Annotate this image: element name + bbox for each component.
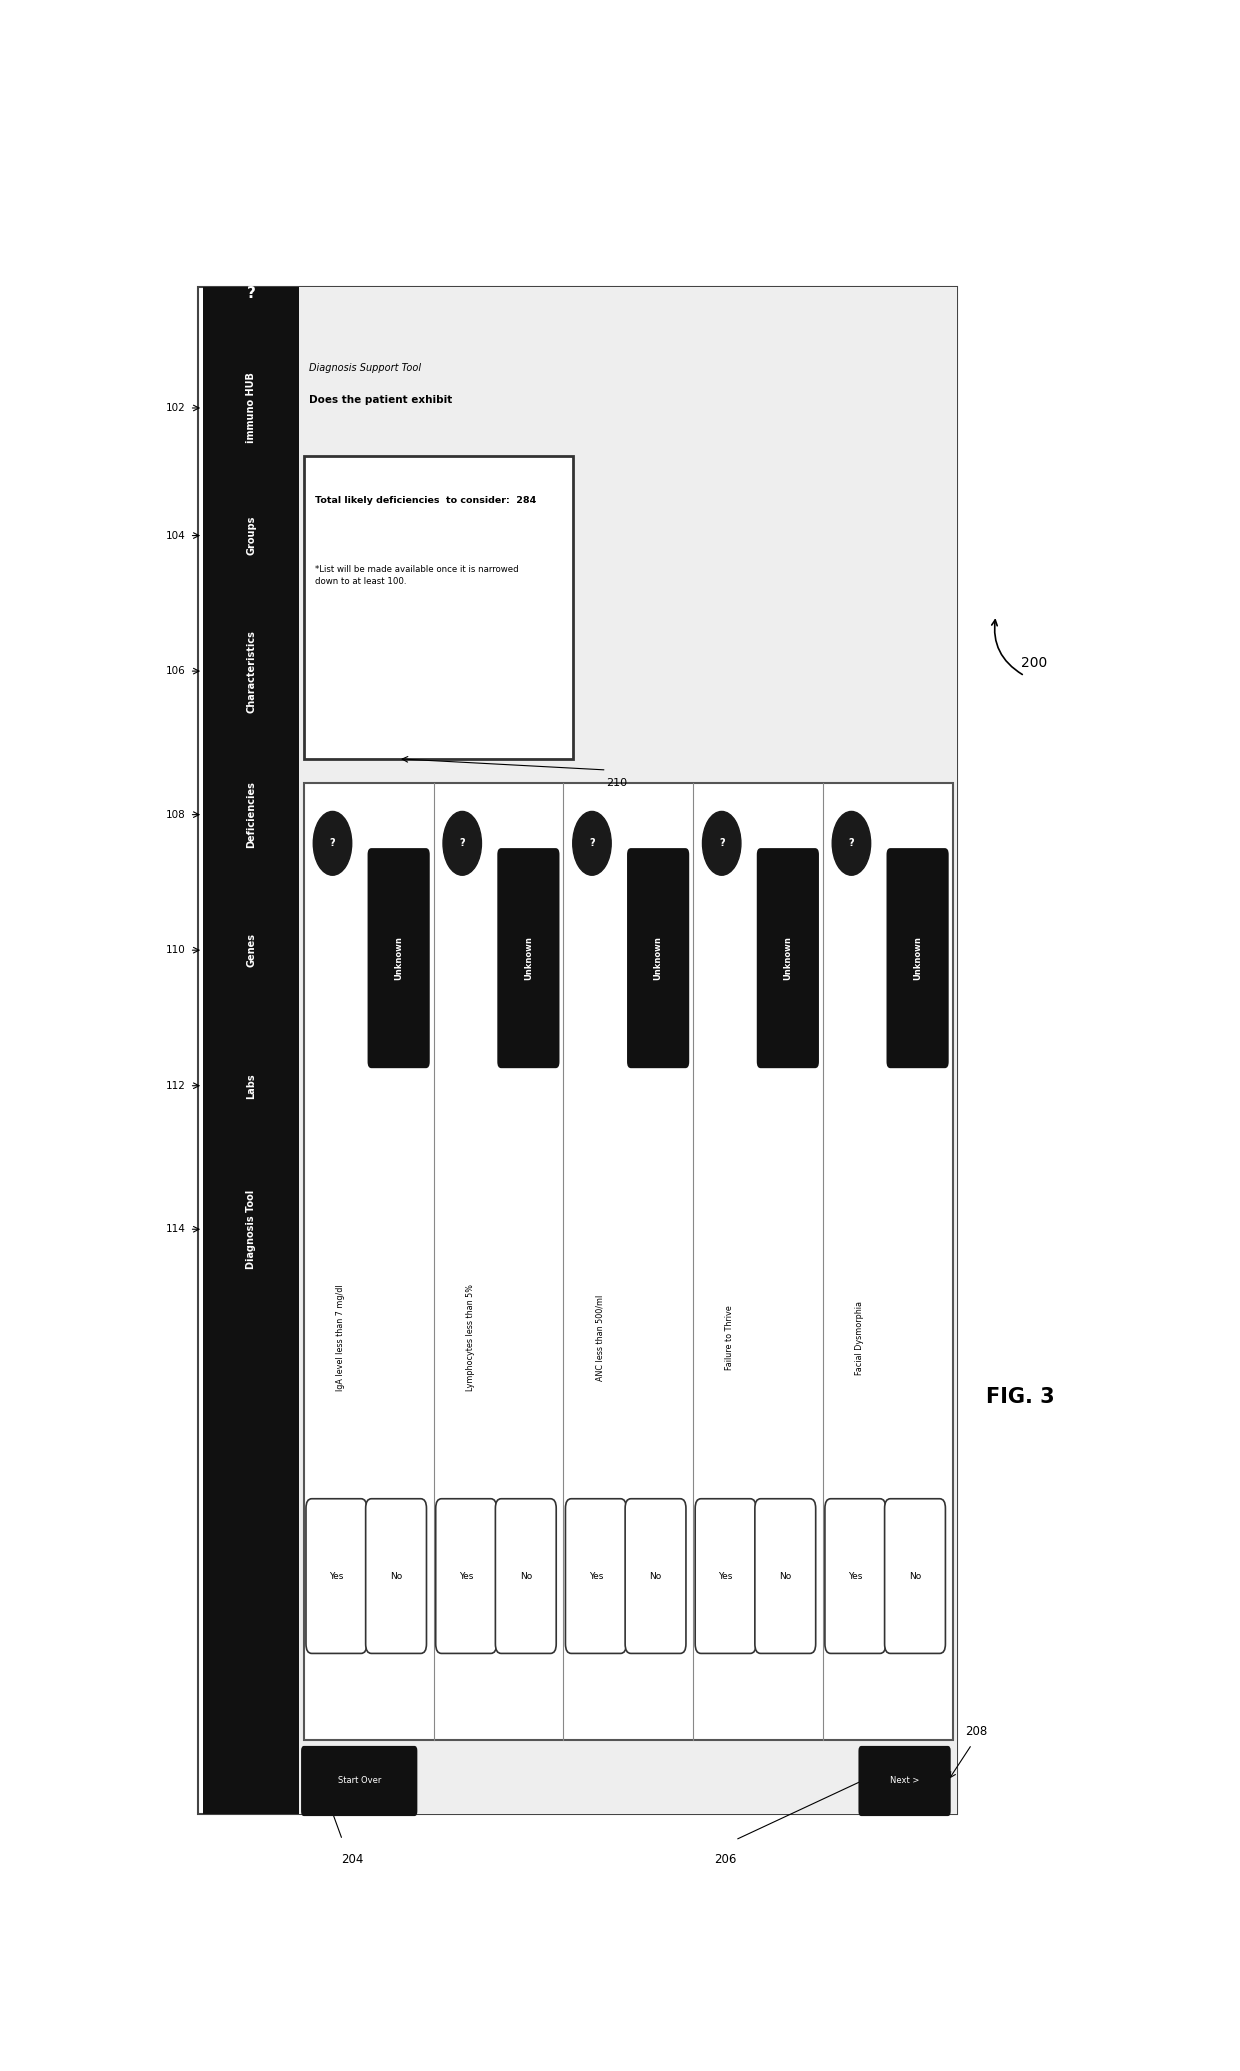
Text: Lymphocytes less than 5%: Lymphocytes less than 5% (465, 1284, 475, 1392)
Text: Unknown: Unknown (913, 936, 923, 980)
FancyBboxPatch shape (497, 849, 559, 1069)
Text: *List will be made available once it is narrowed
down to at least 100.: *List will be made available once it is … (315, 565, 520, 586)
Text: FIG. 3: FIG. 3 (986, 1388, 1054, 1406)
Text: Deficiencies: Deficiencies (246, 781, 257, 847)
Circle shape (832, 812, 870, 876)
Text: Characteristics: Characteristics (246, 630, 257, 712)
Text: Total likely deficiencies  to consider:  284: Total likely deficiencies to consider: 2… (315, 495, 537, 505)
Bar (304, 456, 573, 758)
Text: Start Over: Start Over (337, 1777, 381, 1785)
Text: 114: 114 (166, 1224, 186, 1234)
Text: ?: ? (247, 286, 255, 300)
Text: 110: 110 (166, 944, 186, 955)
Text: ?: ? (719, 839, 724, 849)
FancyBboxPatch shape (496, 1499, 557, 1653)
Text: 104: 104 (166, 530, 186, 541)
FancyBboxPatch shape (756, 849, 818, 1069)
Text: ANC less than 500/ml: ANC less than 500/ml (595, 1294, 604, 1381)
FancyBboxPatch shape (755, 1499, 816, 1653)
Text: 106: 106 (166, 667, 186, 675)
Circle shape (443, 812, 481, 876)
Text: 210: 210 (605, 779, 627, 787)
Text: ?: ? (848, 839, 854, 849)
Text: Failure to Thrive: Failure to Thrive (725, 1305, 734, 1371)
Text: No: No (909, 1572, 921, 1580)
Text: 200: 200 (1022, 657, 1048, 671)
Text: 204: 204 (341, 1854, 363, 1866)
FancyBboxPatch shape (887, 849, 949, 1069)
Text: 108: 108 (166, 810, 186, 820)
Circle shape (703, 812, 742, 876)
Text: Yes: Yes (848, 1572, 863, 1580)
Text: 208: 208 (966, 1725, 988, 1738)
Text: Diagnosis Support Tool: Diagnosis Support Tool (309, 362, 420, 373)
Text: No: No (650, 1572, 662, 1580)
Text: IgA level less than 7 mg/dl: IgA level less than 7 mg/dl (336, 1284, 345, 1392)
Text: Diagnosis Tool: Diagnosis Tool (246, 1189, 257, 1270)
Text: ?: ? (459, 839, 465, 849)
Text: Next >: Next > (890, 1777, 919, 1785)
Bar (304, 783, 952, 1740)
Text: Unknown: Unknown (394, 936, 403, 980)
FancyBboxPatch shape (884, 1499, 945, 1653)
FancyBboxPatch shape (565, 1499, 626, 1653)
Text: Groups: Groups (246, 516, 257, 555)
Text: Yes: Yes (459, 1572, 474, 1580)
FancyBboxPatch shape (367, 849, 430, 1069)
FancyBboxPatch shape (366, 1499, 427, 1653)
Text: 112: 112 (166, 1081, 186, 1091)
FancyBboxPatch shape (627, 849, 689, 1069)
Text: No: No (520, 1572, 532, 1580)
Circle shape (573, 812, 611, 876)
Text: Facial Dysmorphia: Facial Dysmorphia (854, 1301, 864, 1375)
FancyBboxPatch shape (435, 1499, 496, 1653)
Bar (198, 286, 957, 1814)
Text: No: No (779, 1572, 791, 1580)
Text: Unknown: Unknown (523, 936, 533, 980)
Text: Unknown: Unknown (653, 936, 662, 980)
Text: 206: 206 (714, 1854, 737, 1866)
FancyBboxPatch shape (696, 1499, 756, 1653)
Circle shape (314, 812, 352, 876)
Text: ?: ? (589, 839, 595, 849)
Text: No: No (389, 1572, 402, 1580)
Text: Yes: Yes (329, 1572, 343, 1580)
Text: immuno HUB: immuno HUB (246, 373, 257, 443)
Text: Genes: Genes (246, 934, 257, 967)
FancyBboxPatch shape (858, 1746, 951, 1816)
Text: Unknown: Unknown (784, 936, 792, 980)
Text: Labs: Labs (246, 1073, 257, 1098)
Bar (203, 286, 299, 1814)
FancyBboxPatch shape (625, 1499, 686, 1653)
FancyBboxPatch shape (306, 1499, 367, 1653)
Text: Yes: Yes (589, 1572, 603, 1580)
Text: ?: ? (330, 839, 335, 849)
Bar (299, 286, 957, 1814)
FancyBboxPatch shape (301, 1746, 418, 1816)
Text: Does the patient exhibit: Does the patient exhibit (309, 396, 453, 406)
FancyBboxPatch shape (825, 1499, 885, 1653)
Text: Yes: Yes (718, 1572, 733, 1580)
Text: 102: 102 (166, 404, 186, 412)
